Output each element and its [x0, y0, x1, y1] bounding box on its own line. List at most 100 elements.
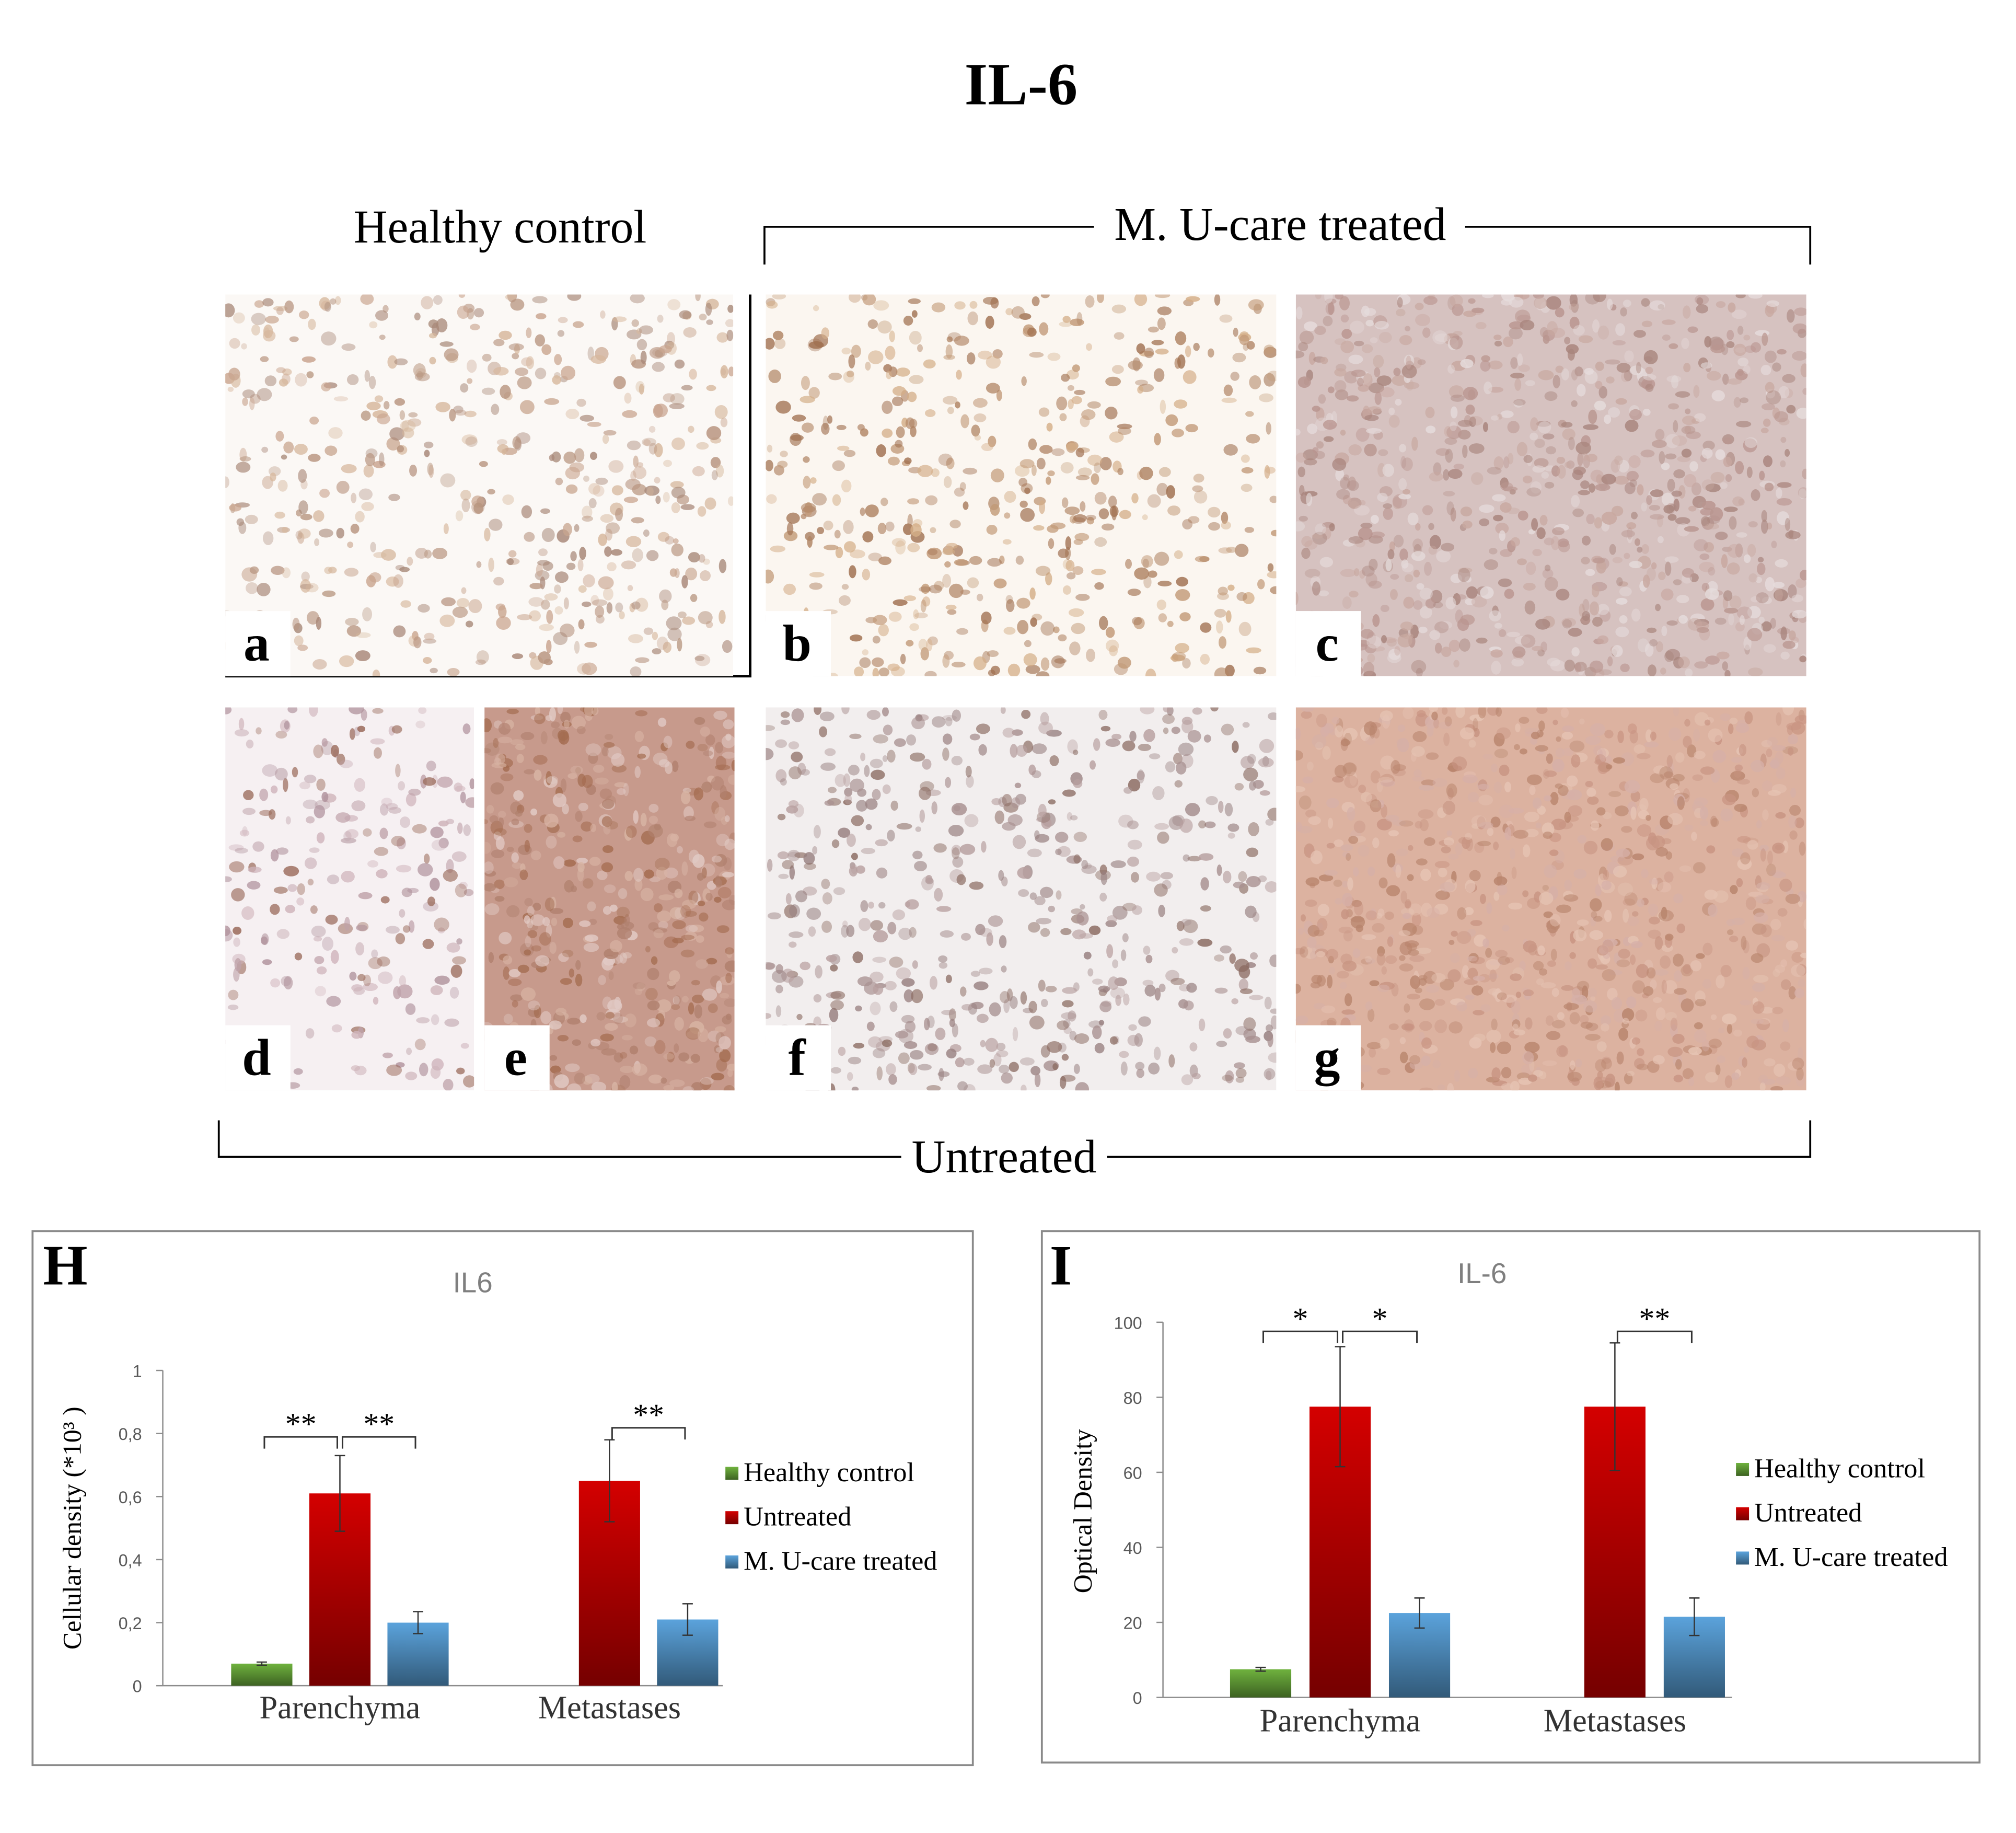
cell — [1462, 837, 1470, 849]
cell — [233, 937, 240, 947]
cell — [259, 788, 269, 801]
cell — [1558, 540, 1570, 552]
cell — [1675, 517, 1690, 525]
cell — [1627, 527, 1633, 540]
cell — [1369, 980, 1380, 986]
cell — [1234, 959, 1250, 972]
cell — [1509, 808, 1524, 814]
cell — [464, 889, 474, 896]
cell — [830, 990, 845, 1000]
cell — [575, 973, 583, 987]
cell — [1717, 1055, 1726, 1063]
cell — [1386, 638, 1397, 647]
cell — [1755, 577, 1763, 583]
cell — [1751, 596, 1760, 603]
cell — [715, 1047, 723, 1053]
cell — [363, 974, 372, 987]
cell — [780, 719, 791, 725]
cell — [373, 552, 387, 558]
cell — [1021, 1085, 1027, 1091]
cell — [1631, 608, 1641, 622]
cell — [1157, 317, 1166, 330]
cell — [1507, 421, 1520, 434]
cell — [1532, 465, 1545, 473]
cell — [1572, 508, 1584, 517]
cell — [484, 861, 494, 874]
cell — [494, 879, 505, 890]
cell — [1478, 794, 1493, 805]
cell — [674, 359, 685, 369]
cell — [583, 878, 594, 889]
cell — [637, 753, 646, 759]
cell — [1046, 422, 1053, 432]
cell — [800, 396, 815, 404]
cell — [960, 589, 970, 595]
cell — [557, 330, 565, 337]
legend-label: M. U-care treated — [744, 1546, 937, 1576]
cell — [462, 723, 471, 734]
cell — [1306, 762, 1314, 771]
cell — [1452, 304, 1464, 316]
cell — [582, 601, 592, 607]
cell — [531, 945, 542, 952]
cell — [434, 917, 449, 932]
cell — [1265, 881, 1277, 893]
cell — [1755, 894, 1770, 904]
cell — [1234, 783, 1244, 791]
y-tick-label: 0,4 — [119, 1551, 142, 1570]
cell — [1359, 570, 1365, 579]
cell — [777, 460, 788, 468]
cell — [922, 758, 932, 770]
cell — [1369, 382, 1385, 394]
cell — [1655, 641, 1663, 652]
cell — [1561, 985, 1574, 991]
cell — [601, 1048, 617, 1056]
cell — [1393, 535, 1404, 548]
cell — [527, 930, 538, 938]
cell — [871, 769, 885, 780]
cell — [711, 801, 720, 814]
cell — [1200, 905, 1211, 912]
cell — [1417, 710, 1426, 718]
cell — [607, 562, 617, 572]
cell — [540, 508, 550, 514]
cell — [691, 995, 704, 1004]
cell — [682, 1086, 694, 1091]
cell — [1510, 1081, 1520, 1091]
cell — [917, 344, 923, 352]
cell — [1380, 779, 1395, 787]
cell — [1480, 360, 1491, 372]
cell — [1493, 732, 1505, 747]
cell — [912, 850, 923, 860]
cell — [1370, 908, 1376, 919]
cell — [1583, 840, 1598, 855]
cell — [1434, 621, 1449, 633]
cell — [813, 825, 821, 839]
cell — [1341, 329, 1352, 339]
cell — [419, 1063, 428, 1077]
cell — [1015, 556, 1024, 565]
cell — [275, 731, 287, 739]
cell — [1460, 359, 1474, 368]
cell — [519, 400, 535, 414]
cell — [663, 459, 672, 467]
cell — [512, 1000, 518, 1008]
cell — [555, 1008, 567, 1016]
cell — [1650, 773, 1664, 783]
cell — [1545, 1015, 1554, 1026]
cell — [605, 1023, 618, 1031]
cell — [1723, 456, 1732, 467]
cell — [716, 980, 722, 994]
cell — [1139, 466, 1153, 480]
cell — [1498, 629, 1507, 637]
cell — [846, 370, 854, 377]
significance-bracket — [1262, 1330, 1339, 1343]
cell — [1019, 313, 1032, 320]
cell — [901, 978, 915, 987]
cell — [1348, 444, 1362, 456]
cell — [461, 587, 467, 594]
cell — [1544, 770, 1557, 777]
cell — [886, 371, 892, 379]
cell — [1115, 995, 1121, 1006]
cell — [672, 920, 686, 929]
